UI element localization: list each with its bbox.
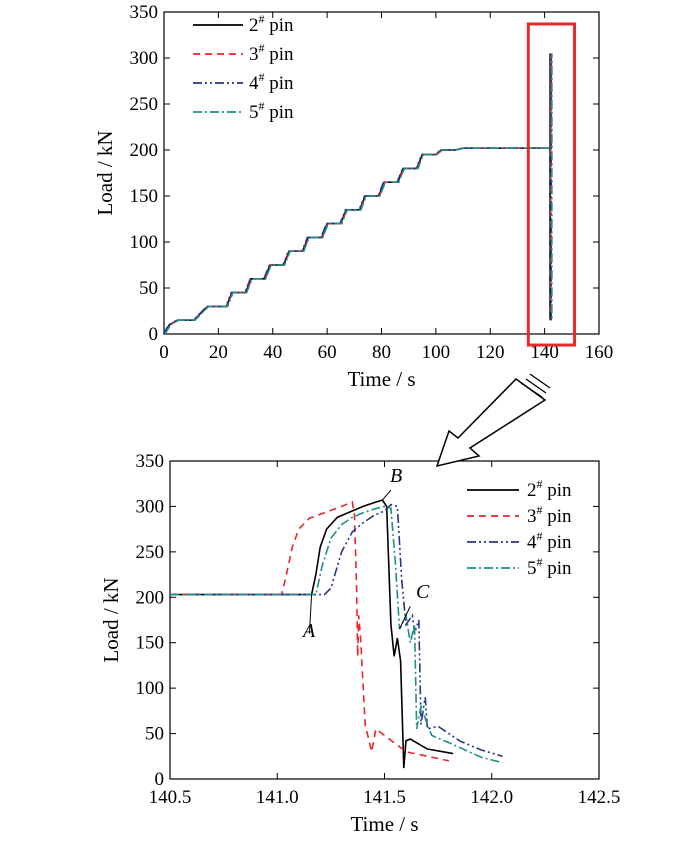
y-tick-label: 50 [139,278,158,299]
x-tick-label: 140 [530,342,559,363]
x-axis-label: Time / s [350,812,418,836]
legend-label-2-pin: 2# pin [527,477,572,501]
x-tick-label: 141.5 [363,787,406,808]
y-tick-label: 350 [136,451,165,472]
zoom-chart: 140.5 141.0 141.5 142.0 142.5 0 50 100 150 200 250… [99,451,620,836]
legend-label-3-pin: 3# pin [249,41,294,65]
series-line-5-pin [164,53,553,335]
y-axis-label: Load / kN [93,130,117,215]
y-tick-label: 200 [130,140,159,161]
y-tick-label: 0 [149,324,159,345]
x-tick-label: 140.5 [149,787,192,808]
y-tick-label: 300 [130,48,159,69]
series-line-5-pin [170,505,503,764]
x-tick-label: 0 [159,342,169,363]
y-tick-label: 250 [136,542,165,563]
annotation-b: B [390,465,402,487]
x-tick-label: 80 [372,342,391,363]
y-tick-label: 150 [130,186,159,207]
legend-label-5-pin: 5# pin [527,555,572,579]
x-tick-label: 141.0 [256,787,299,808]
annotation-a: A [301,620,316,642]
series-line-4-pin [162,53,553,335]
y-tick-label: 300 [136,496,165,517]
legend-label-3-pin: 3# pin [527,503,572,527]
zoom-arrow [435,373,551,468]
legend-label-4-pin: 4# pin [527,529,572,553]
x-tick-label: 40 [263,342,282,363]
annotation-c: C [416,581,430,603]
legend-label-4-pin: 4# pin [249,70,294,94]
annotation-leader-a [308,594,313,634]
y-tick-label: 150 [136,633,165,654]
zoom-highlight-box [526,22,577,347]
y-tick-label: 200 [136,587,165,608]
arrow-body [435,378,547,468]
plot-frame [163,11,600,335]
x-tick-label: 142.5 [578,787,621,808]
annotation-leader-c [399,606,411,630]
arrow-tail-line [529,373,551,389]
x-tick-label: 60 [318,342,337,363]
x-axis-label: Time / s [347,367,415,391]
x-tick-label: 100 [422,342,451,363]
x-tick-label: 120 [476,342,505,363]
annotation-leader-b [381,489,392,501]
arrow-tail-line [520,382,543,398]
series-line-2-pin [163,53,551,335]
y-tick-label: 250 [130,94,159,115]
x-tick-label: 20 [209,342,228,363]
y-tick-label: 100 [130,232,159,253]
series-line-3-pin [163,53,552,335]
series-line-3-pin [170,500,450,762]
series-line-4-pin [170,503,503,758]
overview-chart: 0 20 40 60 80 100 120 140 160 0 50 100 150 200 250 300 3… [93,2,613,391]
legend-label-5-pin: 5# pin [249,99,294,123]
legend-label-2-pin: 2# pin [249,12,294,36]
y-tick-label: 100 [136,678,165,699]
y-tick-label: 0 [155,769,165,790]
y-axis-label: Load / kN [99,577,123,662]
x-tick-label: 142.0 [470,787,513,808]
y-tick-label: 350 [130,2,159,23]
y-tick-label: 50 [145,724,164,745]
arrow-tail-line [525,378,547,394]
series-line-2-pin [170,499,454,769]
x-tick-label: 160 [585,342,614,363]
